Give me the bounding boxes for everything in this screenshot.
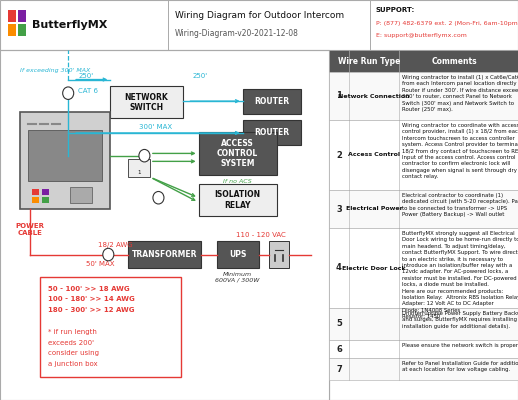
Bar [329,190,518,228]
Bar [128,159,150,177]
Bar [18,24,26,36]
Text: 1: 1 [138,170,141,175]
Text: a junction box: a junction box [48,361,98,367]
Text: UPS: UPS [229,250,247,259]
Bar [42,197,49,204]
Text: 300' MAX: 300' MAX [139,124,172,130]
Text: Electrical contractor to coordinate (1)
dedicated circuit (with 5-20 receptacle): Electrical contractor to coordinate (1) … [402,193,518,217]
Text: 100 - 180' >> 14 AWG: 100 - 180' >> 14 AWG [48,296,135,302]
Bar [42,189,49,196]
Text: CAT 6: CAT 6 [78,88,98,94]
Circle shape [103,248,114,261]
Bar [329,72,518,120]
Bar [198,184,277,216]
Bar [329,120,518,190]
Text: Uninterruptible Power Supply Battery Backup. To prevent voltage drops
and surges: Uninterruptible Power Supply Battery Bac… [402,311,518,329]
Text: 4: 4 [336,264,342,272]
Text: consider using: consider using [48,350,99,356]
Text: ROUTER: ROUTER [254,128,290,138]
Text: 250': 250' [79,73,94,79]
Bar [32,189,39,196]
Text: Please ensure the network switch is properly grounded.: Please ensure the network switch is prop… [402,343,518,348]
Text: ACCESS
CONTROL
SYSTEM: ACCESS CONTROL SYSTEM [217,138,258,168]
Text: Comments: Comments [432,56,478,66]
Text: 6: 6 [336,344,342,354]
Text: If exceeding 300' MAX: If exceeding 300' MAX [20,68,90,73]
Circle shape [139,150,150,162]
Bar [20,112,110,209]
Bar [8,24,16,36]
Text: exceeds 200': exceeds 200' [48,340,94,346]
Bar [8,10,16,22]
Bar [329,228,518,308]
Text: 3: 3 [106,252,111,258]
Text: ButterflyMX: ButterflyMX [32,20,107,30]
Text: ROUTER: ROUTER [254,97,290,106]
Circle shape [153,192,164,204]
Text: 3: 3 [336,204,342,214]
Text: Network Connection: Network Connection [338,94,410,98]
Bar [28,130,102,181]
Text: 2: 2 [336,150,342,160]
Bar [329,358,518,380]
Bar [18,10,26,22]
Text: Wiring-Diagram-v20-2021-12-08: Wiring-Diagram-v20-2021-12-08 [175,30,299,38]
Text: Wire Run Type: Wire Run Type [338,56,400,66]
Text: 4: 4 [156,195,161,201]
Text: 250': 250' [193,73,208,79]
Bar [198,132,277,175]
Bar [110,86,182,118]
Text: Refer to Panel Installation Guide for additional details. Leave 6' service loop
: Refer to Panel Installation Guide for ad… [402,361,518,372]
Bar [243,120,301,146]
Text: 50 - 100' >> 18 AWG: 50 - 100' >> 18 AWG [48,286,130,292]
Text: 7: 7 [336,364,342,374]
Bar [40,277,180,377]
Text: TRANSFORMER: TRANSFORMER [132,250,197,259]
Text: If no ACS: If no ACS [223,179,252,184]
Text: P: (877) 482-6379 ext. 2 (Mon-Fri, 6am-10pm EST): P: (877) 482-6379 ext. 2 (Mon-Fri, 6am-1… [376,20,518,26]
Bar [128,241,200,268]
Text: Wiring contractor to install (1) x Cat6e/Cat6
from each Intercom panel location : Wiring contractor to install (1) x Cat6e… [402,75,518,112]
Text: 5: 5 [336,320,342,328]
Text: E: support@butterflymx.com: E: support@butterflymx.com [376,34,467,38]
Text: ISOLATION
RELAY: ISOLATION RELAY [214,190,261,210]
Text: 110 - 120 VAC: 110 - 120 VAC [236,232,285,238]
Bar [243,89,301,114]
Text: 1: 1 [66,90,70,96]
Text: * if run length: * if run length [48,329,97,335]
Bar [70,188,92,204]
Circle shape [63,87,74,100]
Text: Electrical Power: Electrical Power [346,206,402,212]
Text: 1: 1 [336,92,342,100]
Text: ButterflyMX strongly suggest all Electrical
Door Lock wiring to be home-run dire: ButterflyMX strongly suggest all Electri… [402,231,518,319]
Text: 180 - 300' >> 12 AWG: 180 - 300' >> 12 AWG [48,307,135,313]
Bar [217,241,258,268]
Bar [269,241,289,268]
Text: 2: 2 [142,153,147,159]
Text: Minimum
600VA / 300W: Minimum 600VA / 300W [215,272,260,283]
Text: Electric Door Lock: Electric Door Lock [342,266,406,270]
Text: 18/2 AWG: 18/2 AWG [98,242,133,248]
Bar [32,197,39,204]
Text: Wiring contractor to coordinate with access
control provider, install (1) x 18/2: Wiring contractor to coordinate with acc… [402,123,518,179]
Text: SUPPORT:: SUPPORT: [376,7,415,13]
Bar [329,340,518,358]
Bar [329,50,518,72]
Text: 50' MAX: 50' MAX [86,261,114,267]
Bar [329,308,518,340]
Text: Access Control: Access Control [348,152,400,158]
Text: Wiring Diagram for Outdoor Intercom: Wiring Diagram for Outdoor Intercom [175,12,344,20]
Text: NETWORK
SWITCH: NETWORK SWITCH [124,92,168,112]
Text: POWER
CABLE: POWER CABLE [16,223,45,236]
